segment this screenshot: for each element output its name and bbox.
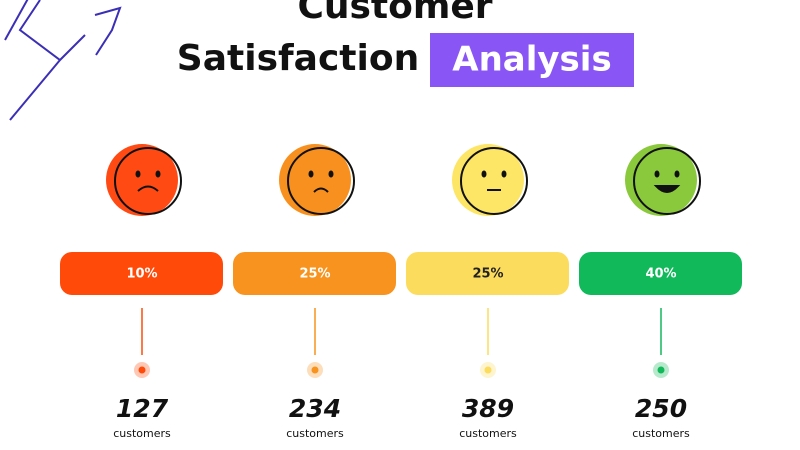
eye bbox=[328, 170, 334, 178]
eye bbox=[308, 170, 314, 178]
eye bbox=[481, 170, 487, 178]
highlight-box bbox=[430, 33, 634, 87]
percent-label: 40% bbox=[645, 267, 676, 282]
face bbox=[279, 144, 351, 216]
percent-label: 10% bbox=[126, 267, 157, 282]
face-outline bbox=[633, 147, 701, 215]
dot bbox=[311, 366, 319, 374]
count-unit: customers bbox=[286, 427, 344, 440]
dot bbox=[138, 366, 146, 374]
title-line2: Satisfaction bbox=[177, 38, 419, 79]
face bbox=[106, 144, 178, 216]
eye bbox=[135, 170, 141, 178]
eye bbox=[674, 170, 680, 178]
percent-pill bbox=[233, 252, 396, 295]
face bbox=[625, 144, 697, 216]
eye bbox=[501, 170, 507, 178]
plug-icon bbox=[4, 0, 122, 121]
face-outline bbox=[114, 147, 182, 215]
count-unit: customers bbox=[632, 427, 690, 440]
dot bbox=[657, 366, 665, 374]
mouth bbox=[137, 185, 159, 192]
eye bbox=[654, 170, 660, 178]
count: 127 bbox=[116, 394, 169, 423]
percent-pill bbox=[60, 252, 223, 295]
count-unit: customers bbox=[113, 427, 171, 440]
title-highlight: Analysis bbox=[452, 40, 611, 80]
count-unit: customers bbox=[459, 427, 517, 440]
count: 250 bbox=[635, 394, 687, 423]
face bbox=[452, 144, 524, 216]
mouth bbox=[313, 187, 329, 193]
face-outline bbox=[287, 147, 355, 215]
title-line1: Customer bbox=[297, 0, 492, 27]
count: 234 bbox=[289, 394, 341, 423]
mouth bbox=[653, 185, 681, 193]
percent-label: 25% bbox=[299, 267, 330, 282]
dot bbox=[484, 366, 492, 374]
face-outline bbox=[460, 147, 528, 215]
percent-pill bbox=[579, 252, 742, 295]
percent-pill bbox=[406, 252, 569, 295]
eye bbox=[155, 170, 161, 178]
count: 389 bbox=[462, 394, 514, 423]
percent-label: 25% bbox=[472, 267, 503, 282]
